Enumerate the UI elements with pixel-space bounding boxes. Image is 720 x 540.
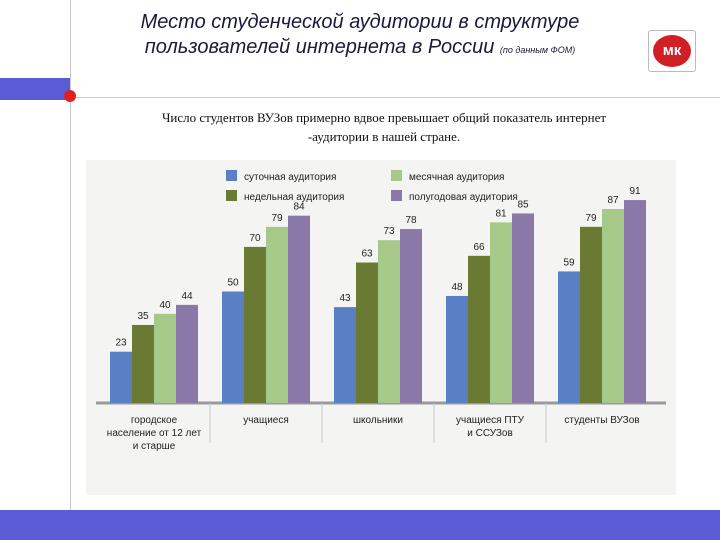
legend-swatch	[391, 170, 402, 181]
bar	[558, 271, 580, 403]
logo-mark: мк	[653, 35, 691, 67]
left-accent-band	[0, 78, 70, 100]
bar	[244, 246, 266, 403]
category-label: учащиеся	[243, 415, 289, 426]
data-label: 91	[629, 186, 641, 197]
bar	[602, 208, 624, 403]
category-label: и старше	[133, 441, 176, 452]
legend-label: месячная аудитория	[409, 172, 504, 183]
bar	[400, 229, 422, 403]
data-label: 63	[361, 249, 373, 260]
legend-swatch	[391, 190, 402, 201]
bar	[580, 226, 602, 403]
legend-label: полугодовая аудитория	[409, 192, 518, 203]
bar-chart: суточная аудитория недельная аудитория мес…	[96, 170, 666, 452]
bar	[468, 255, 490, 403]
category-label: учащиеся ПТУ	[456, 415, 525, 426]
horizontal-divider	[70, 97, 720, 98]
bar	[176, 304, 198, 403]
title-source: (по данным ФОМ)	[499, 45, 576, 55]
bar	[288, 215, 310, 403]
data-label: 23	[115, 338, 127, 349]
title-line-2: пользователей интернета в России (по дан…	[80, 35, 640, 63]
data-label: 73	[383, 226, 395, 237]
subtitle-line-1: Число студентов ВУЗов примерно вдвое пре…	[161, 110, 607, 125]
data-label: 43	[339, 293, 351, 304]
page-title: Место студенческой аудитории в структуре…	[80, 10, 640, 63]
category-label: население от 12 лет	[107, 428, 202, 439]
data-label: 87	[607, 195, 619, 206]
bar	[334, 307, 356, 403]
bar	[490, 222, 512, 403]
bar	[356, 262, 378, 403]
bar	[154, 313, 176, 403]
data-label: 50	[227, 278, 239, 289]
bar	[266, 226, 288, 403]
category-label: студенты ВУЗов	[564, 415, 639, 426]
data-label: 79	[585, 213, 597, 224]
legend-label: суточная аудитория	[244, 172, 336, 183]
category-label: школьники	[353, 415, 403, 426]
bar	[512, 213, 534, 403]
title-line-1: Место студенческой аудитории в структуре	[140, 11, 580, 33]
data-label: 84	[293, 202, 305, 213]
footer-band	[0, 510, 720, 540]
red-dot-marker	[64, 90, 76, 102]
data-label: 35	[137, 311, 149, 322]
data-label: 40	[159, 300, 171, 311]
bar	[110, 351, 132, 403]
logo: мк	[648, 30, 696, 72]
category-label: городское	[131, 415, 178, 426]
data-label: 85	[517, 199, 529, 210]
vertical-divider	[70, 0, 71, 510]
data-label: 59	[563, 257, 575, 268]
legend-label: недельная аудитория	[244, 192, 344, 203]
subtitle-line-2: -аудитории в нашей стране.	[307, 129, 461, 144]
data-label: 78	[405, 215, 417, 226]
data-label: 70	[249, 233, 261, 244]
bar	[132, 324, 154, 403]
data-label: 79	[271, 213, 283, 224]
data-label: 48	[451, 282, 463, 293]
data-label: 81	[495, 208, 507, 219]
category-label: и ССУЗов	[467, 428, 513, 439]
legend-swatch	[226, 190, 237, 201]
bar	[624, 200, 646, 403]
bar	[378, 240, 400, 403]
subtitle: Число студентов ВУЗов примерно вдвое пре…	[84, 108, 684, 146]
data-label: 44	[181, 291, 193, 302]
bar	[222, 291, 244, 403]
data-label: 66	[473, 242, 485, 253]
title-line-2-text: пользователей интернета в России	[144, 36, 495, 58]
legend-swatch	[226, 170, 237, 181]
bar	[446, 295, 468, 403]
